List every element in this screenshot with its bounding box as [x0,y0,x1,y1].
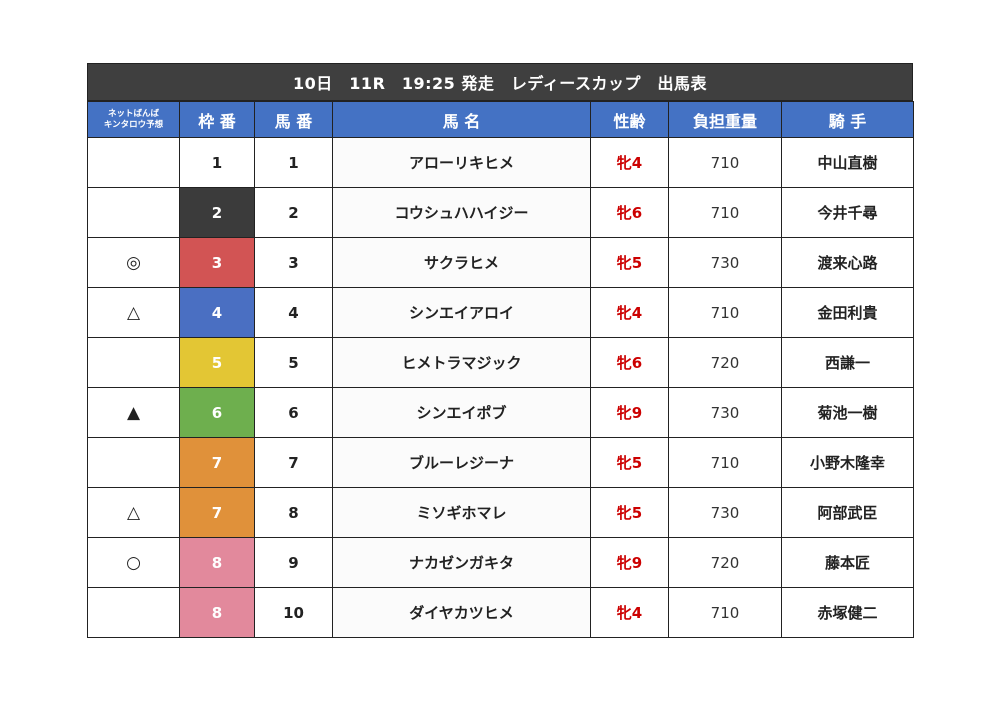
header-umaban: 馬 番 [254,101,333,138]
jockey-name: 藤本匠 [781,537,914,588]
waku-number: 8 [179,587,255,638]
prediction-mark: ○ [87,537,180,588]
waku-number: 6 [179,387,255,438]
horse-number: 9 [254,537,333,588]
horse-number: 8 [254,487,333,538]
carried-weight: 720 [668,537,782,588]
horse-name: ブルーレジーナ [332,437,591,488]
waku-number: 5 [179,337,255,388]
jockey-name: 今井千尋 [781,187,914,238]
carried-weight: 710 [668,587,782,638]
sex-age: 牝9 [590,387,669,438]
prediction-mark: △ [87,287,180,338]
header-jockey: 騎 手 [781,101,914,138]
horse-name: ミソギホマレ [332,487,591,538]
carried-weight: 730 [668,387,782,438]
horse-name: シンエイアロイ [332,287,591,338]
horse-number: 5 [254,337,333,388]
jockey-name: 阿部武臣 [781,487,914,538]
jockey-name: 金田利貴 [781,287,914,338]
jockey-name: 赤塚健二 [781,587,914,638]
jockey-name: 渡来心路 [781,237,914,288]
sex-age: 牝4 [590,587,669,638]
horse-name: ヒメトラマジック [332,337,591,388]
carried-weight: 710 [668,287,782,338]
horse-name: アローリキヒメ [332,137,591,188]
entry-table: ネットばんば キンタロウ予想 枠 番 馬 番 馬 名 性齢 負担重量 騎 手 1… [87,101,914,638]
carried-weight: 730 [668,487,782,538]
waku-number: 3 [179,237,255,288]
jockey-name: 西謙一 [781,337,914,388]
carried-weight: 710 [668,437,782,488]
horse-number: 2 [254,187,333,238]
jockey-name: 小野木隆幸 [781,437,914,488]
table-row: ▲ 6 6 シンエイポブ 牝9 730 菊池一樹 [87,387,914,438]
prediction-mark: △ [87,487,180,538]
horse-name: サクラヒメ [332,237,591,288]
carried-weight: 710 [668,187,782,238]
table-row: 7 7 ブルーレジーナ 牝5 710 小野木隆幸 [87,437,914,488]
carried-weight: 720 [668,337,782,388]
table-row: ◎ 3 3 サクラヒメ 牝5 730 渡来心路 [87,237,914,288]
waku-number: 7 [179,487,255,538]
carried-weight: 730 [668,237,782,288]
sex-age: 牝5 [590,487,669,538]
sex-age: 牝6 [590,337,669,388]
header-prediction-line1: ネットばんば [107,108,159,119]
header-waku: 枠 番 [179,101,255,138]
sex-age: 牝4 [590,287,669,338]
table-row: 1 1 アローリキヒメ 牝4 710 中山直樹 [87,137,914,188]
carried-weight: 710 [668,137,782,188]
header-weight: 負担重量 [668,101,782,138]
header-row: ネットばんば キンタロウ予想 枠 番 馬 番 馬 名 性齢 負担重量 騎 手 [87,101,914,138]
header-prediction: ネットばんば キンタロウ予想 [87,101,180,138]
prediction-mark [87,337,180,388]
horse-number: 3 [254,237,333,288]
table-row: ○ 8 9 ナカゼンガキタ 牝9 720 藤本匠 [87,537,914,588]
race-title: 10日 11R 19:25 発走 レディースカップ 出馬表 [87,63,913,101]
sex-age: 牝9 [590,537,669,588]
prediction-mark [87,587,180,638]
waku-number: 8 [179,537,255,588]
waku-number: 1 [179,137,255,188]
prediction-mark: ◎ [87,237,180,288]
sex-age: 牝5 [590,237,669,288]
horse-name: シンエイポブ [332,387,591,438]
waku-number: 4 [179,287,255,338]
waku-number: 2 [179,187,255,238]
prediction-mark [87,187,180,238]
horse-name: コウシュハハイジー [332,187,591,238]
jockey-name: 中山直樹 [781,137,914,188]
prediction-mark [87,437,180,488]
horse-number: 6 [254,387,333,438]
horse-number: 10 [254,587,333,638]
sex-age: 牝6 [590,187,669,238]
waku-number: 7 [179,437,255,488]
header-prediction-line2: キンタロウ予想 [103,119,164,130]
header-sex-age: 性齢 [590,101,669,138]
horse-number: 1 [254,137,333,188]
table-row: 5 5 ヒメトラマジック 牝6 720 西謙一 [87,337,914,388]
prediction-mark: ▲ [87,387,180,438]
horse-name: ナカゼンガキタ [332,537,591,588]
table-row: △ 4 4 シンエイアロイ 牝4 710 金田利貴 [87,287,914,338]
header-horse-name: 馬 名 [332,101,591,138]
prediction-mark [87,137,180,188]
table-row: 2 2 コウシュハハイジー 牝6 710 今井千尋 [87,187,914,238]
table-row: △ 7 8 ミソギホマレ 牝5 730 阿部武臣 [87,487,914,538]
jockey-name: 菊池一樹 [781,387,914,438]
sex-age: 牝5 [590,437,669,488]
sex-age: 牝4 [590,137,669,188]
table-row: 8 10 ダイヤカツヒメ 牝4 710 赤塚健二 [87,587,914,638]
horse-number: 7 [254,437,333,488]
horse-number: 4 [254,287,333,338]
race-card: 10日 11R 19:25 発走 レディースカップ 出馬表 ネットばんば キンタ… [87,63,914,638]
horse-name: ダイヤカツヒメ [332,587,591,638]
